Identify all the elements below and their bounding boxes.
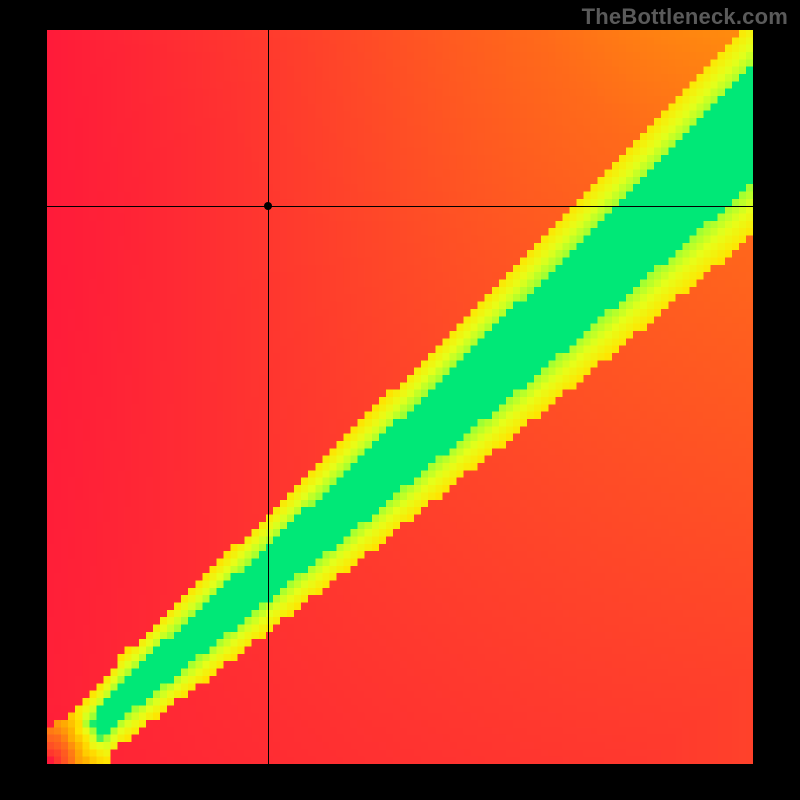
crosshair-dot — [264, 202, 272, 210]
crosshair-horizontal — [47, 206, 753, 207]
plot-area — [47, 30, 753, 764]
watermark-text: TheBottleneck.com — [582, 4, 788, 30]
outer-frame: TheBottleneck.com — [0, 0, 800, 800]
heatmap-canvas — [47, 30, 753, 764]
crosshair-vertical — [268, 30, 269, 764]
